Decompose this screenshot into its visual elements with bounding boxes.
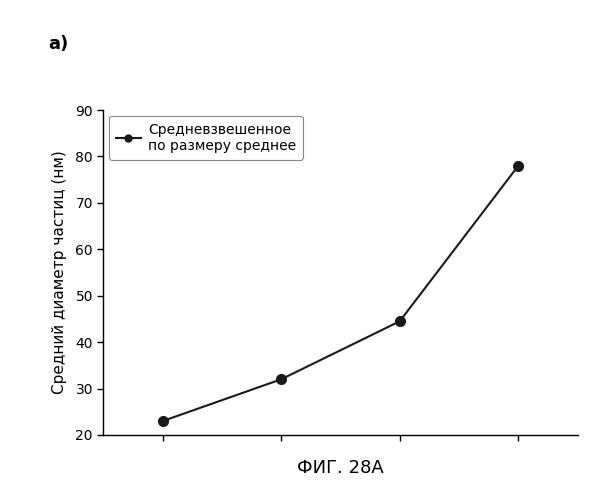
- Legend: Средневзвешенное
по размеру среднее: Средневзвешенное по размеру среднее: [109, 116, 303, 160]
- X-axis label: ФИГ. 28A: ФИГ. 28A: [297, 460, 384, 477]
- Text: а): а): [49, 35, 69, 53]
- Y-axis label: Средний диаметр частиц (нм): Средний диаметр частиц (нм): [52, 150, 67, 394]
